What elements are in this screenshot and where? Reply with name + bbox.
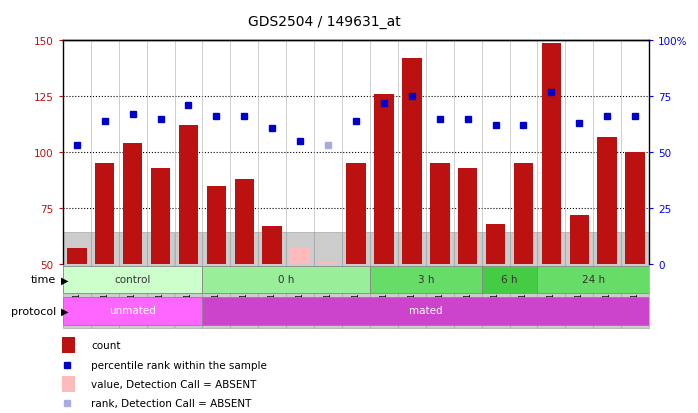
Bar [625,153,645,264]
Bar [537,232,565,328]
Bar [151,169,170,264]
Text: protocol: protocol [10,306,56,316]
Bar [63,297,202,325]
Bar [510,232,537,328]
Bar [370,266,482,294]
Bar [621,232,649,328]
Bar [482,266,537,294]
Text: 6 h: 6 h [501,274,518,284]
Bar [565,232,593,328]
Bar [67,249,87,264]
Bar [426,232,454,328]
Bar [119,232,147,328]
Bar [514,164,533,264]
Text: 24 h: 24 h [581,274,605,284]
Bar [430,164,450,264]
Bar [374,95,394,264]
Bar [62,337,75,354]
Bar [458,169,477,264]
Text: ▶: ▶ [61,275,68,285]
Bar [235,180,254,264]
Bar [95,164,114,264]
Text: ▶: ▶ [61,306,68,316]
Bar [290,249,310,264]
Bar [63,232,91,328]
Bar [202,297,649,325]
Bar [262,226,282,264]
Bar [179,126,198,264]
Bar [346,164,366,264]
Bar [123,144,142,264]
Text: count: count [91,340,120,350]
Bar [482,232,510,328]
Text: unmated: unmated [109,305,156,315]
Bar [174,232,202,328]
Text: time: time [31,275,56,285]
Text: value, Detection Call = ABSENT: value, Detection Call = ABSENT [91,379,256,389]
Text: control: control [114,274,151,284]
Bar [202,266,370,294]
Bar [202,232,230,328]
Bar [230,232,258,328]
Bar [486,224,505,264]
Bar [207,186,226,264]
Bar [286,232,314,328]
Bar [398,232,426,328]
Bar [342,232,370,328]
Bar [370,232,398,328]
Bar [570,215,589,264]
Bar [147,232,174,328]
Text: 3 h: 3 h [417,274,434,284]
Text: rank, Detection Call = ABSENT: rank, Detection Call = ABSENT [91,398,251,408]
Bar [314,232,342,328]
Bar [402,59,422,264]
Bar [537,266,649,294]
Bar [62,376,75,392]
Bar [542,43,561,264]
Bar [258,232,286,328]
Bar [454,232,482,328]
Bar [91,232,119,328]
Bar [593,232,621,328]
Text: mated: mated [409,305,443,315]
Text: percentile rank within the sample: percentile rank within the sample [91,360,267,370]
Text: 0 h: 0 h [278,274,295,284]
Bar [597,137,617,264]
Bar [63,266,202,294]
Text: GDS2504 / 149631_at: GDS2504 / 149631_at [248,15,401,29]
Bar [318,262,338,264]
